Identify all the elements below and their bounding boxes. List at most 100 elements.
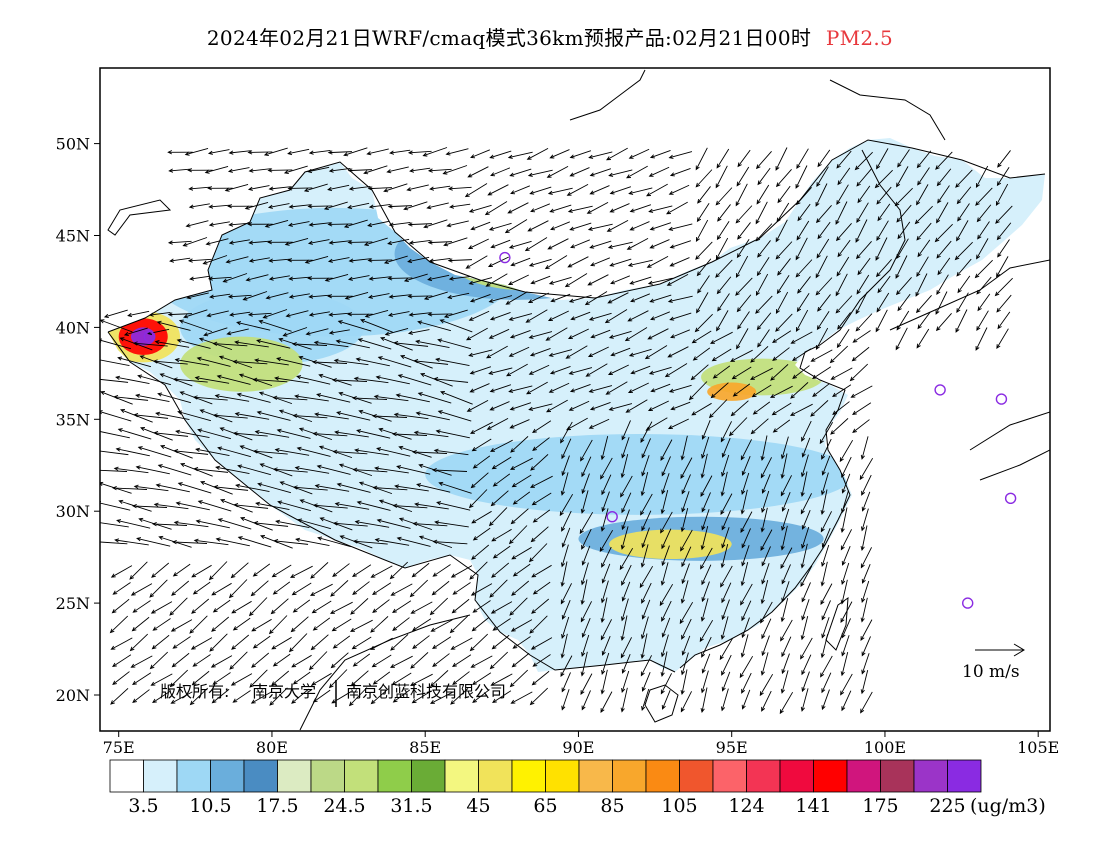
wind-arrow [561,672,571,693]
wind-arrow [169,669,189,688]
wind-arrow [646,183,668,197]
wind-arrow [468,277,493,285]
wind-arrow [308,294,332,299]
wind-arrow [820,633,829,659]
wind-arrow [640,616,649,640]
wind-arrow [561,510,572,532]
wind-arrow [801,437,811,458]
wind-arrow [196,356,231,367]
wind-arrow [428,257,451,263]
wind-arrow [995,183,1009,206]
wind-arrow [628,348,652,357]
wind-arrow [149,579,168,598]
wind-arrow [249,669,268,688]
wind-arrow [133,412,169,419]
wind-arrow [830,418,849,435]
wind-arrow [717,293,730,312]
wind-arrow [816,311,830,331]
wind-arrow [590,329,611,339]
wind-arrow [661,545,670,567]
lon-tick-label: 95E [716,738,748,757]
wind-arrow [996,294,1012,313]
wind-arrow [353,376,389,384]
wind-arrow [511,652,530,668]
wind-arrow [335,339,370,349]
wind-arrow [154,340,190,348]
wind-arrow [219,427,253,441]
wind-arrow [736,328,749,350]
legend-swatch [712,759,747,793]
wind-arrow [171,580,190,596]
wind-arrow [896,166,909,188]
wind-arrow [696,258,712,277]
wind-arrow [331,618,352,632]
wind-arrow [840,651,849,677]
station-marker [606,511,618,523]
wind-arrow [797,203,811,222]
wind-arrow [545,327,568,341]
wind-arrow [854,151,873,171]
wind-arrow [491,562,510,578]
wind-arrow [526,381,548,395]
wind-arrow [841,690,852,712]
wind-arrow [387,204,412,209]
wind-arrow [934,223,953,243]
wind-arrow [708,399,728,419]
wind-arrow [363,165,388,175]
wind-arrow [626,165,648,179]
wind-arrow [437,338,472,350]
wind-arrow [581,617,591,638]
wind-arrow [231,600,252,614]
wind-arrow [403,201,428,211]
map-frame [99,67,1051,732]
wind-arrow [640,493,653,516]
wind-arrow [327,257,350,263]
wind-arrow [644,345,668,360]
wind-arrow [272,581,291,595]
wind-arrow [661,473,670,495]
wind-arrow [123,327,148,336]
wind-arrow [269,687,288,706]
wind-arrow [448,275,471,281]
wind-arrow [547,310,569,321]
wind-arrow [532,581,551,595]
wind-arrow [528,364,550,375]
wind-arrow [511,474,532,488]
wind-arrow [629,221,650,231]
wind-arrow [364,309,389,318]
wind-arrow [761,690,772,712]
wind-arrow [412,521,448,527]
wind-arrow [333,358,369,366]
wind-arrow [620,598,629,622]
wind-arrow [548,349,573,357]
wind-arrow [509,402,532,411]
wind-arrow [756,184,770,205]
wind-arrow [356,500,391,511]
wind-arrow [471,616,490,632]
wind-arrow [410,601,433,614]
wind-arrow [431,580,450,596]
wind-arrow [466,327,488,341]
pollution-patch [915,465,1045,576]
wind-arrow [680,435,688,461]
wind-arrow [464,183,488,198]
wind-arrow [629,276,652,285]
wind-arrow [175,429,210,439]
wind-arrow [550,221,570,231]
wind-arrow [601,652,610,675]
wind-arrow [426,202,449,210]
wind-arrow [701,492,711,513]
wind-arrow [721,582,732,604]
wind-arrow [750,346,769,363]
wind-arrow [509,330,531,339]
lake-baikal [569,69,646,121]
wind-arrow [620,615,628,642]
wind-arrow [389,149,411,155]
wind-arrow [581,634,590,657]
wind-arrow [661,600,672,622]
wind-arrow [715,259,733,278]
amur-border [829,79,946,141]
legend-swatch [947,759,982,793]
wind-arrow [253,520,289,527]
